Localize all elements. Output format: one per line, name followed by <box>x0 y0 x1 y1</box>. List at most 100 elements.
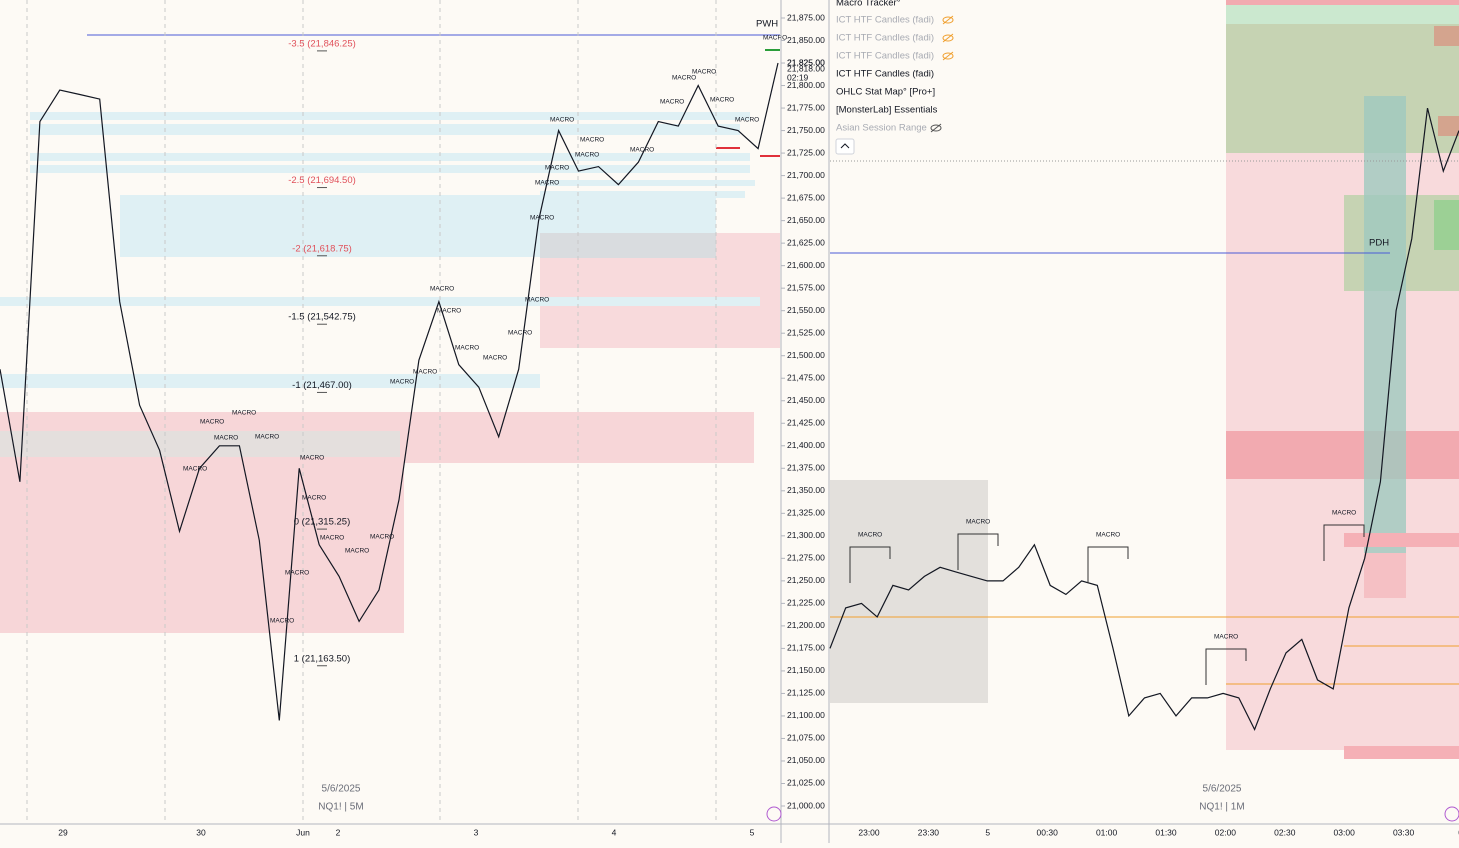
macro-label: MACRO <box>302 495 326 502</box>
macro-label: MACRO <box>200 419 224 426</box>
time-label: Jun <box>296 827 310 837</box>
time-label: 2 <box>336 827 341 837</box>
time-label: 01:00 <box>1096 827 1118 837</box>
time-label: 02:00 <box>1215 827 1237 837</box>
visibility-icon[interactable] <box>930 124 942 132</box>
price-tick-label: 21,125.00 <box>787 688 825 698</box>
indicator-name[interactable]: ICT HTF Candles (fadi) <box>836 33 934 44</box>
fib-label: 0 (21,315.25) <box>294 517 351 528</box>
price-tick-label: 21,850.00 <box>787 35 825 45</box>
indicator-name[interactable]: ICT HTF Candles (fadi) <box>836 51 934 62</box>
macro-label: MACRO <box>858 532 882 539</box>
pwh-label: PWH <box>756 19 778 30</box>
visibility-slash <box>930 123 942 133</box>
macro-label: MACRO <box>672 75 696 82</box>
price-tick-label: 21,650.00 <box>787 215 825 225</box>
indicator-name[interactable]: Asian Session Range <box>836 123 927 134</box>
macro-label: MACRO <box>508 330 532 337</box>
last-price-label: 21,825.00 <box>787 57 825 67</box>
collapse-icon <box>840 143 850 149</box>
price-tick-label: 21,525.00 <box>787 327 825 337</box>
macro-label: MACRO <box>580 137 604 144</box>
macro-label: MACRO <box>390 379 414 386</box>
collapse-button[interactable] <box>835 138 855 155</box>
macro-label: MACRO <box>1214 634 1238 641</box>
price-tick-label: 21,875.00 <box>787 12 825 22</box>
macro-label: MACRO <box>232 410 256 417</box>
price-tick-label: 21,325.00 <box>787 508 825 518</box>
time-label: 02:30 <box>1274 827 1296 837</box>
price-tick-label: 21,175.00 <box>787 643 825 653</box>
fib-label: 1 (21,163.50) <box>294 653 351 664</box>
visibility-icon[interactable] <box>942 52 954 60</box>
time-label: 5 <box>750 827 755 837</box>
price-tick-label: 21,450.00 <box>787 395 825 405</box>
price-tick-label: 21,025.00 <box>787 778 825 788</box>
macro-label: MACRO <box>550 117 574 124</box>
price-line <box>829 107 1459 731</box>
price-tick-label: 21,275.00 <box>787 553 825 563</box>
time-label: 23:30 <box>918 827 940 837</box>
lightning-button[interactable] <box>1444 806 1459 822</box>
right-zones <box>830 0 1459 759</box>
macro-label: MACRO <box>437 308 461 315</box>
indicator-name[interactable]: Macro Tracker° <box>836 0 901 9</box>
macro-bracket <box>957 533 999 570</box>
macro-label: MACRO <box>320 535 344 542</box>
price-tick-label: 21,400.00 <box>787 440 825 450</box>
indicator-name[interactable]: [MonsterLab] Essentials <box>836 105 938 116</box>
time-label: 00:30 <box>1037 827 1059 837</box>
visibility-slash <box>942 51 954 61</box>
price-tick-label: 21,150.00 <box>787 665 825 675</box>
price-tick-label: 21,775.00 <box>787 102 825 112</box>
time-label: 01:30 <box>1155 827 1177 837</box>
macro-bracket <box>1087 546 1129 583</box>
macro-label: MACRO <box>535 180 559 187</box>
watermark-symbol: NQ1! | 1M <box>1199 802 1244 813</box>
price-tick-label: 21,475.00 <box>787 372 825 382</box>
indicator-name[interactable]: OHLC Stat Map° [Pro+] <box>836 87 935 98</box>
time-label: 5 <box>985 827 990 837</box>
time-label: 4 <box>612 827 617 837</box>
time-label: 03:30 <box>1393 827 1415 837</box>
visibility-icon[interactable] <box>942 16 954 24</box>
macro-label: MACRO <box>345 548 369 555</box>
macro-label: MACRO <box>966 519 990 526</box>
fib-label: -2 (21,618.75) <box>292 243 352 254</box>
visibility-icon[interactable] <box>942 34 954 42</box>
time-label: 29 <box>58 827 68 837</box>
price-tick-label: 21,000.00 <box>787 800 825 810</box>
macro-label: MACRO <box>630 147 654 154</box>
lightning-button[interactable] <box>766 806 782 822</box>
pdh-label: PDH <box>1369 238 1389 249</box>
time-label: 23:00 <box>858 827 880 837</box>
price-tick-label: 21,800.00 <box>787 80 825 90</box>
price-tick-label: 21,675.00 <box>787 192 825 202</box>
price-tick-label: 21,625.00 <box>787 237 825 247</box>
price-tick-label: 21,050.00 <box>787 755 825 765</box>
indicator-name[interactable]: ICT HTF Candles (fadi) <box>836 15 934 26</box>
macro-label: MACRO <box>183 466 207 473</box>
price-tick-label: 21,300.00 <box>787 530 825 540</box>
left-vertical-dividers <box>26 0 717 824</box>
macro-label: MACRO <box>214 435 238 442</box>
price-tick-label: 21,575.00 <box>787 282 825 292</box>
price-tick-label: 21,100.00 <box>787 710 825 720</box>
macro-label: MACRO <box>370 534 394 541</box>
macro-label: MACRO <box>735 117 759 124</box>
macro-label: MACRO <box>285 570 309 577</box>
macro-label: MACRO <box>525 297 549 304</box>
price-tick-label: 21,725.00 <box>787 147 825 157</box>
visibility-slash <box>942 15 954 25</box>
watermark-symbol: NQ1! | 5M <box>318 802 363 813</box>
fib-label: -2.5 (21,694.50) <box>288 175 356 186</box>
macro-label: MACRO <box>300 455 324 462</box>
last-price-label: 21,818.00 <box>787 63 825 73</box>
macro-label: MACRO <box>660 99 684 106</box>
macro-label: MACRO <box>710 97 734 104</box>
time-label: 30 <box>196 827 206 837</box>
indicator-name[interactable]: ICT HTF Candles (fadi) <box>836 69 934 80</box>
price-tick-label: 21,225.00 <box>787 598 825 608</box>
price-line <box>0 62 779 721</box>
